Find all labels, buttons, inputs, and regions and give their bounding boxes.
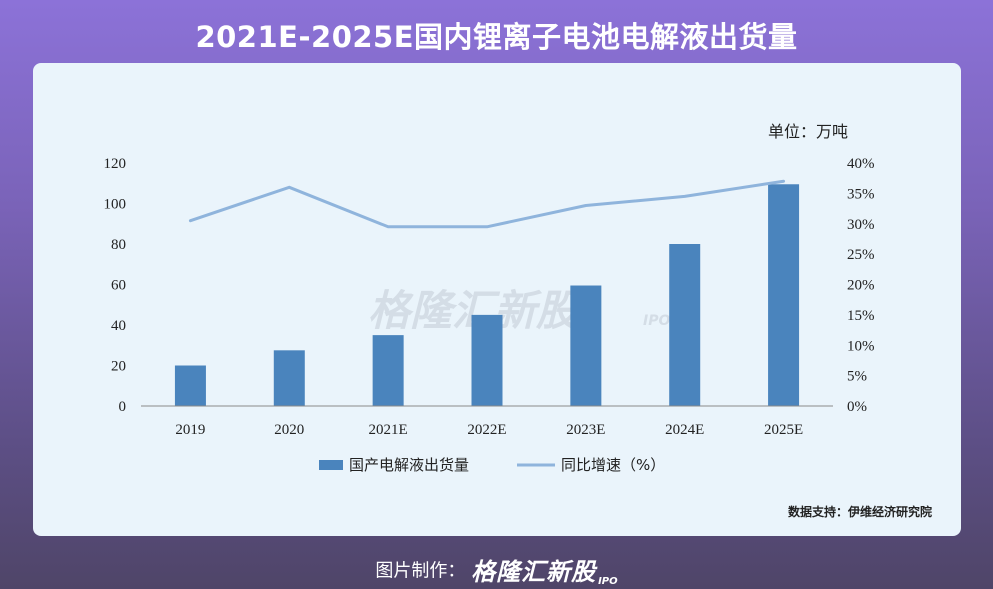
growth-line bbox=[188, 179, 786, 229]
left-axis-tick-label: 80 bbox=[111, 237, 126, 253]
x-axis-tick-label: 2021E bbox=[369, 422, 408, 438]
unit-label: 单位：万吨 bbox=[768, 123, 848, 141]
legend-swatch-bar bbox=[319, 460, 343, 470]
bar bbox=[669, 244, 701, 406]
bar bbox=[570, 285, 602, 406]
bar bbox=[471, 314, 503, 406]
left-axis-tick-label: 20 bbox=[111, 359, 126, 375]
right-axis-tick-label: 30% bbox=[847, 217, 875, 233]
right-axis-tick-label: 15% bbox=[847, 308, 875, 324]
watermark-suffix: IPO bbox=[643, 313, 670, 329]
x-axis-tick-label: 2023E bbox=[566, 422, 605, 438]
left-axis-tick-label: 0 bbox=[119, 399, 127, 415]
right-axis-tick-label: 20% bbox=[847, 278, 875, 294]
bar bbox=[768, 184, 800, 406]
footer-brand: 格隆汇新股 bbox=[471, 558, 597, 586]
watermark: 格隆汇新股 IPO bbox=[368, 286, 670, 335]
x-axis-tick-label: 2020 bbox=[274, 422, 304, 438]
bar bbox=[174, 365, 206, 406]
footer-brand-suffix: IPO bbox=[598, 576, 618, 587]
bar bbox=[372, 335, 404, 406]
right-axis-tick-label: 40% bbox=[847, 156, 875, 172]
left-axis-tick-label: 60 bbox=[111, 278, 126, 294]
x-axis-tick-label: 2022E bbox=[467, 422, 506, 438]
x-axis-tick-label: 2019 bbox=[175, 422, 205, 438]
source-note: 数据支持：伊维经济研究院 bbox=[788, 504, 932, 519]
footer-label: 图片制作： bbox=[375, 560, 466, 582]
legend: 国产电解液出货量 同比增速（%） bbox=[319, 456, 665, 474]
right-axis-tick-label: 10% bbox=[847, 338, 875, 354]
x-axis-tick-label: 2024E bbox=[665, 422, 704, 438]
right-axis-tick-label: 25% bbox=[847, 247, 875, 263]
right-axis-tick-label: 5% bbox=[847, 369, 867, 385]
right-axis-tick-label: 35% bbox=[847, 186, 875, 202]
chart-card: 格隆汇新股 IPO 单位：万吨 0 20 40 60 80 100 120 0% 5% 10% 1… bbox=[33, 63, 961, 536]
left-axis-tick-label: 40 bbox=[111, 318, 126, 334]
legend-label-bar: 国产电解液出货量 bbox=[349, 456, 469, 474]
footer: 图片制作： 格隆汇新股 IPO bbox=[0, 552, 993, 587]
legend-label-line: 同比增速（%） bbox=[561, 456, 665, 474]
bar bbox=[273, 350, 305, 406]
x-axis-tick-label: 2025E bbox=[764, 422, 803, 438]
left-axis-tick-label: 100 bbox=[104, 197, 127, 213]
page-title: 2021E-2025E国内锂离子电池电解液出货量 bbox=[195, 20, 798, 54]
chart: 格隆汇新股 IPO 单位：万吨 0 20 40 60 80 100 120 0% 5% 10% 1… bbox=[104, 123, 933, 519]
left-axis-tick-label: 120 bbox=[104, 156, 127, 172]
right-axis-tick-label: 0% bbox=[847, 399, 867, 415]
